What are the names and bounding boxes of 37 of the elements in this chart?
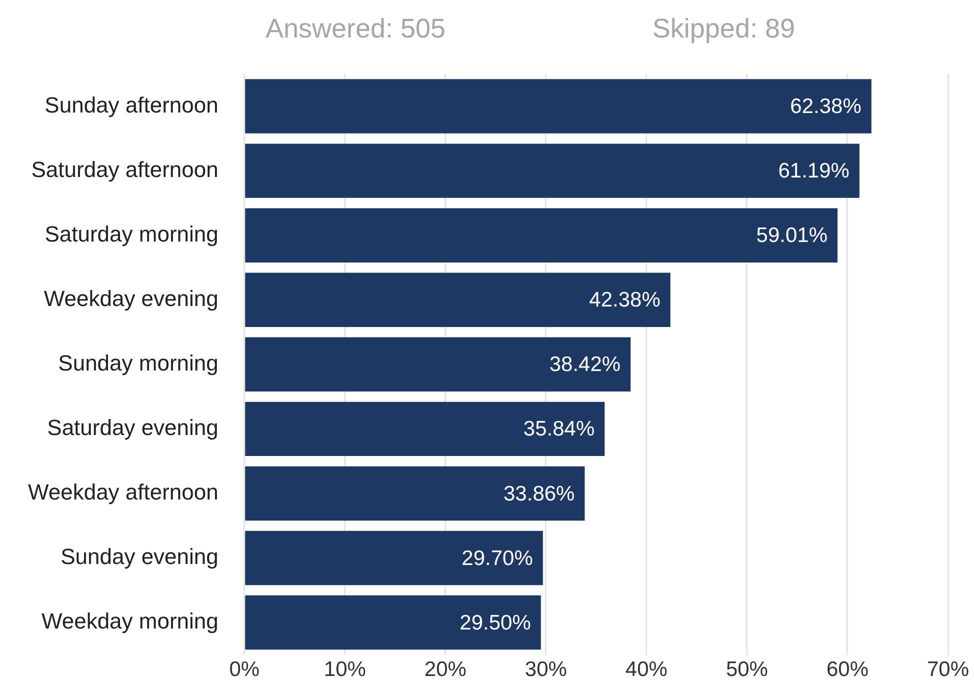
- x-tick-label: 50%: [726, 658, 768, 682]
- y-tick-label: Sunday evening: [60, 544, 218, 570]
- y-tick-label: Saturday evening: [47, 414, 218, 440]
- x-tick-label: 70%: [926, 658, 970, 682]
- x-tick-label: 10%: [324, 658, 366, 682]
- data-label: 59.01%: [756, 224, 828, 248]
- text: Answered: 505: [265, 13, 446, 44]
- y-tick-label: Sunday morning: [58, 350, 218, 376]
- y-tick-label: Weekday afternoon: [28, 480, 218, 505]
- data-label: 35.84%: [523, 418, 595, 441]
- bar: [245, 79, 872, 134]
- data-label: 29.70%: [462, 546, 533, 570]
- x-tick-label: 20%: [424, 658, 466, 682]
- bar: [245, 402, 605, 456]
- data-label: 33.86%: [504, 482, 575, 506]
- data-label: 42.38%: [589, 288, 660, 312]
- text: Skipped: 89: [652, 13, 795, 44]
- y-tick-label: Weekday morning: [41, 608, 218, 634]
- y-tick-label: Saturday morning: [44, 221, 218, 246]
- x-tick-label: 60%: [826, 658, 868, 682]
- bar: [245, 208, 838, 262]
- data-label: 38.42%: [549, 353, 621, 376]
- bar: [245, 272, 670, 327]
- y-tick-label: Saturday afternoon: [31, 156, 218, 182]
- data-label: 61.19%: [778, 160, 850, 183]
- x-tick-label: 30%: [524, 658, 567, 682]
- data-label: 62.38%: [790, 95, 862, 118]
- bar: [245, 530, 543, 586]
- bar: [245, 144, 860, 198]
- bar: [245, 337, 631, 392]
- x-tick-label: 0%: [229, 658, 260, 682]
- data-label: 29.50%: [460, 611, 531, 634]
- bar: [245, 595, 541, 650]
- bar: [245, 466, 585, 521]
- y-tick-label: Weekday evening: [44, 286, 218, 311]
- y-tick-label: Sunday afternoon: [44, 92, 218, 118]
- x-tick-label: 40%: [625, 658, 668, 682]
